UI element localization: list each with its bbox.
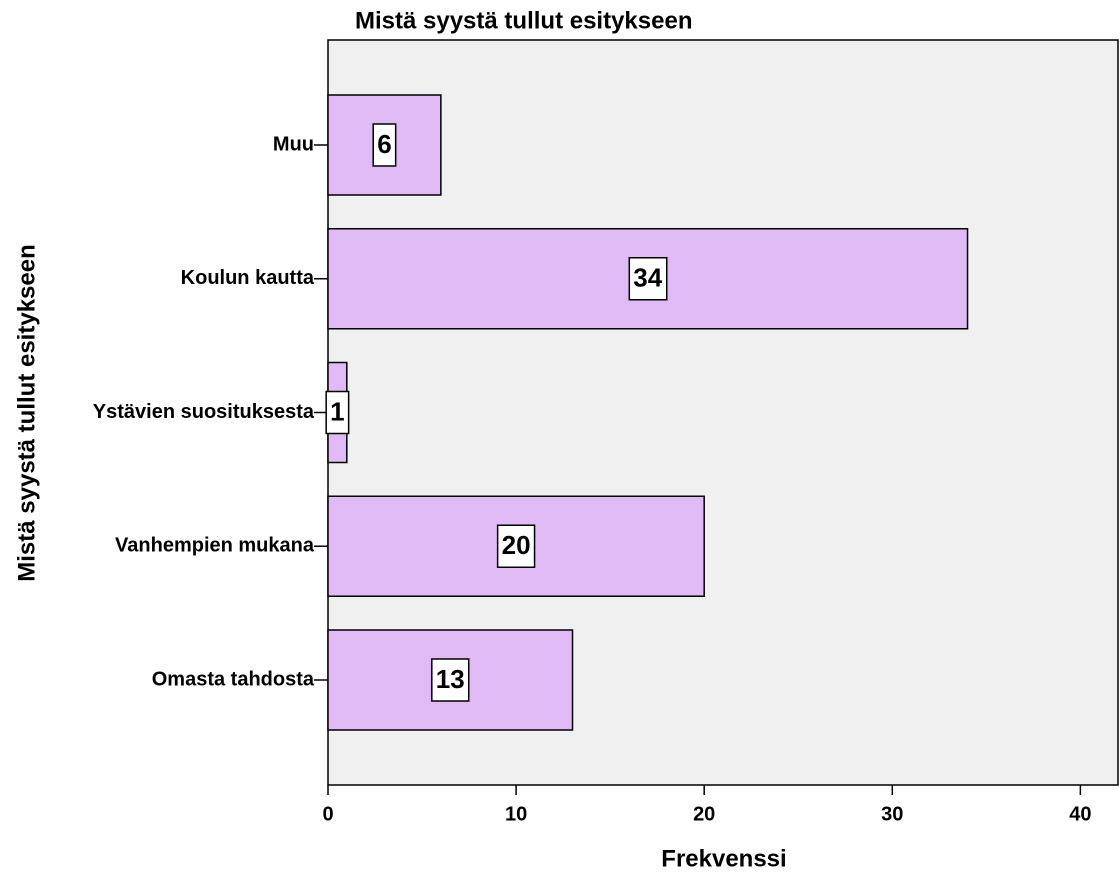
- value-label: 13: [436, 664, 465, 694]
- x-tick-label: 20: [693, 803, 715, 825]
- x-tick-label: 0: [322, 803, 333, 825]
- y-axis-label: Mistä syystä tullut esitykseen: [13, 244, 40, 581]
- y-tick-label: Ystävien suosituksesta: [93, 401, 315, 423]
- value-label-box: [431, 658, 470, 702]
- y-tick-label: Vanhempien mukana: [115, 535, 315, 557]
- value-label: 1: [330, 396, 344, 426]
- x-tick-label: 30: [881, 803, 903, 825]
- x-tick-label: 10: [505, 803, 527, 825]
- value-label-box: [325, 390, 350, 435]
- value-label-box: [372, 123, 397, 167]
- x-axis-label: Frekvenssi: [661, 845, 786, 872]
- y-tick-label: Omasta tahdosta: [152, 668, 315, 690]
- y-tick-label: Koulun kautta: [181, 267, 315, 289]
- chart-title: Mistä syystä tullut esitykseen: [355, 7, 692, 34]
- value-label: 20: [502, 530, 531, 560]
- value-label-box: [496, 524, 536, 568]
- value-label: 6: [377, 129, 391, 159]
- value-label: 34: [633, 263, 662, 293]
- value-label-box: [628, 257, 668, 301]
- x-tick-label: 40: [1069, 803, 1091, 825]
- y-tick-label: Muu: [273, 133, 314, 155]
